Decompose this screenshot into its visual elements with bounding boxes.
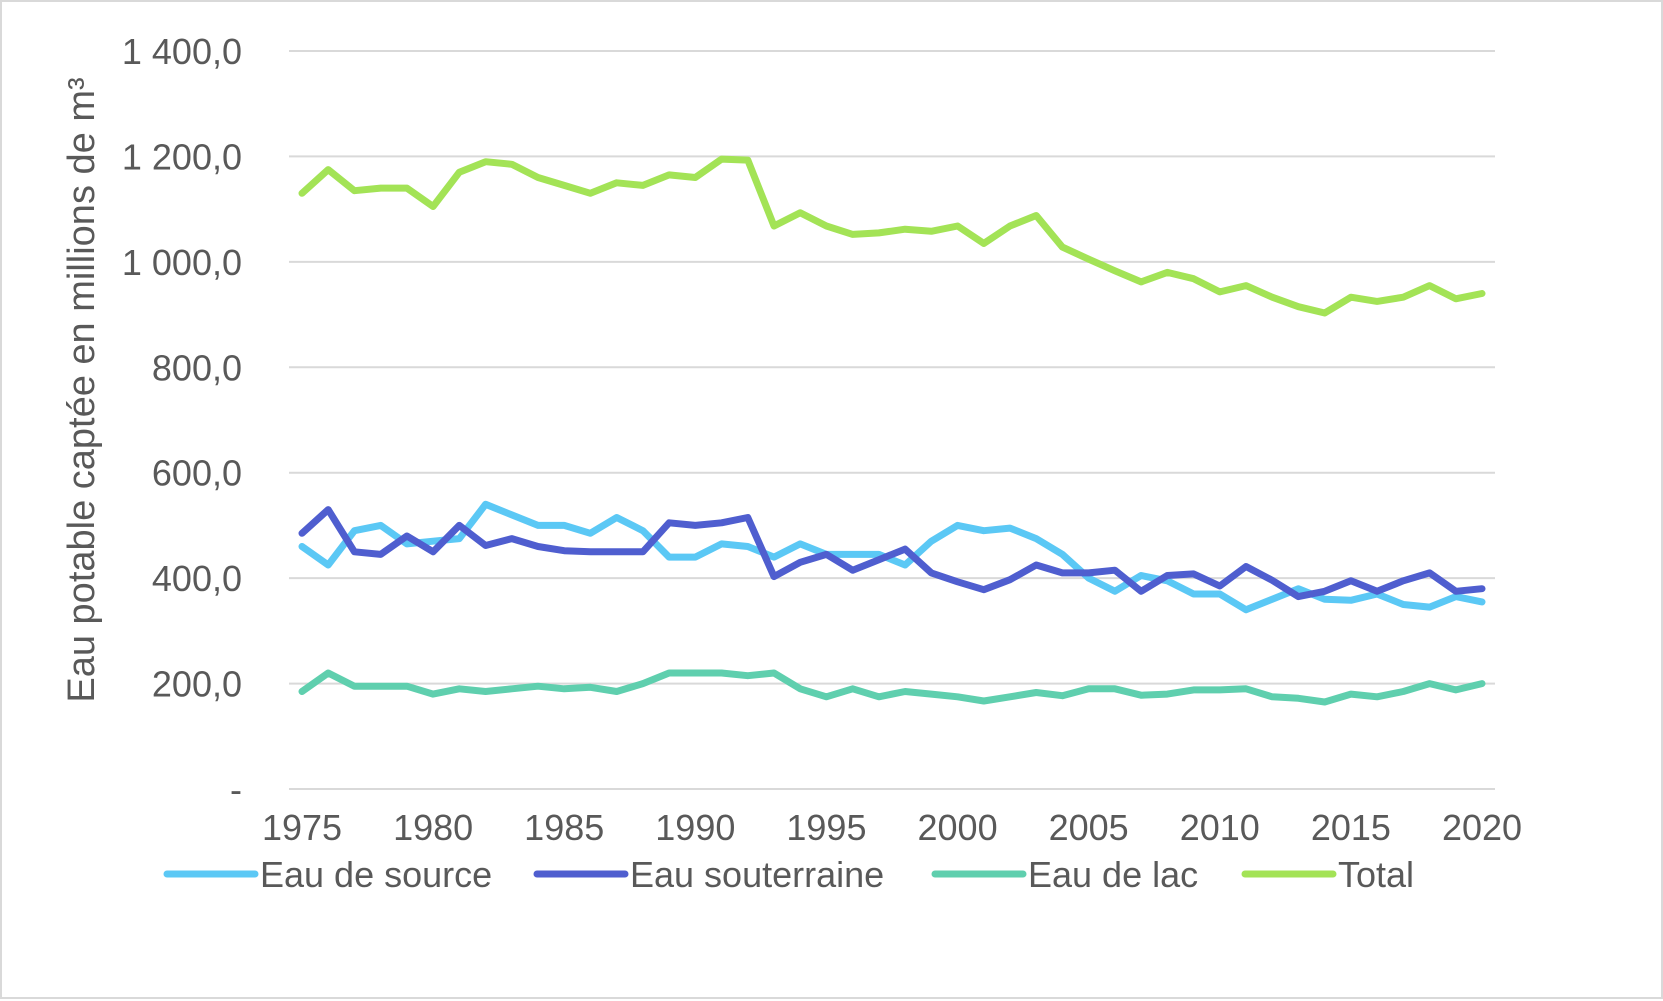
series-line-eau-de-lac <box>298 669 1486 706</box>
legend-label: Eau de source <box>260 854 492 895</box>
x-tick-label: 2010 <box>1180 807 1260 848</box>
y-axis-tick-labels: - 200,0 400,0 600,0 800,0 1 000,0 1 200,0 1 400… <box>122 31 242 810</box>
x-axis-tick-labels: 1975 1980 1985 1990 1995 2000 2005 2010 2015 2020 <box>262 807 1522 848</box>
legend-label: Eau de lac <box>1028 854 1198 895</box>
y-tick-label: 400,0 <box>152 558 242 599</box>
series-line-eau-de-source <box>298 500 1486 614</box>
x-tick-label: 2005 <box>1049 807 1129 848</box>
x-tick-label: 2020 <box>1442 807 1522 848</box>
series-line-total <box>298 155 1486 317</box>
legend-label: Total <box>1338 854 1414 895</box>
y-axis-title: Eau potable captée en millions de m³ <box>61 77 103 702</box>
x-tick-label: 1995 <box>786 807 866 848</box>
x-tick-label: 2015 <box>1311 807 1391 848</box>
x-tick-label: 1985 <box>524 807 604 848</box>
series-line-eau-souterraine <box>298 506 1486 601</box>
y-tick-label: - <box>230 769 242 810</box>
legend: Eau de source Eau souterraine Eau de lac To… <box>163 854 1414 895</box>
x-tick-label: 2000 <box>918 807 998 848</box>
y-tick-label: 600,0 <box>152 453 242 494</box>
x-tick-label: 1990 <box>655 807 735 848</box>
y-tick-label: 800,0 <box>152 347 242 388</box>
y-tick-label: 1 200,0 <box>122 136 242 177</box>
gridlines <box>289 50 1495 790</box>
legend-label: Eau souterraine <box>630 854 884 895</box>
y-tick-label: 200,0 <box>152 664 242 705</box>
x-tick-label: 1980 <box>393 807 473 848</box>
y-tick-label: 1 000,0 <box>122 242 242 283</box>
series-lines <box>298 155 1486 706</box>
x-tick-label: 1975 <box>262 807 342 848</box>
y-tick-label: 1 400,0 <box>122 31 242 72</box>
